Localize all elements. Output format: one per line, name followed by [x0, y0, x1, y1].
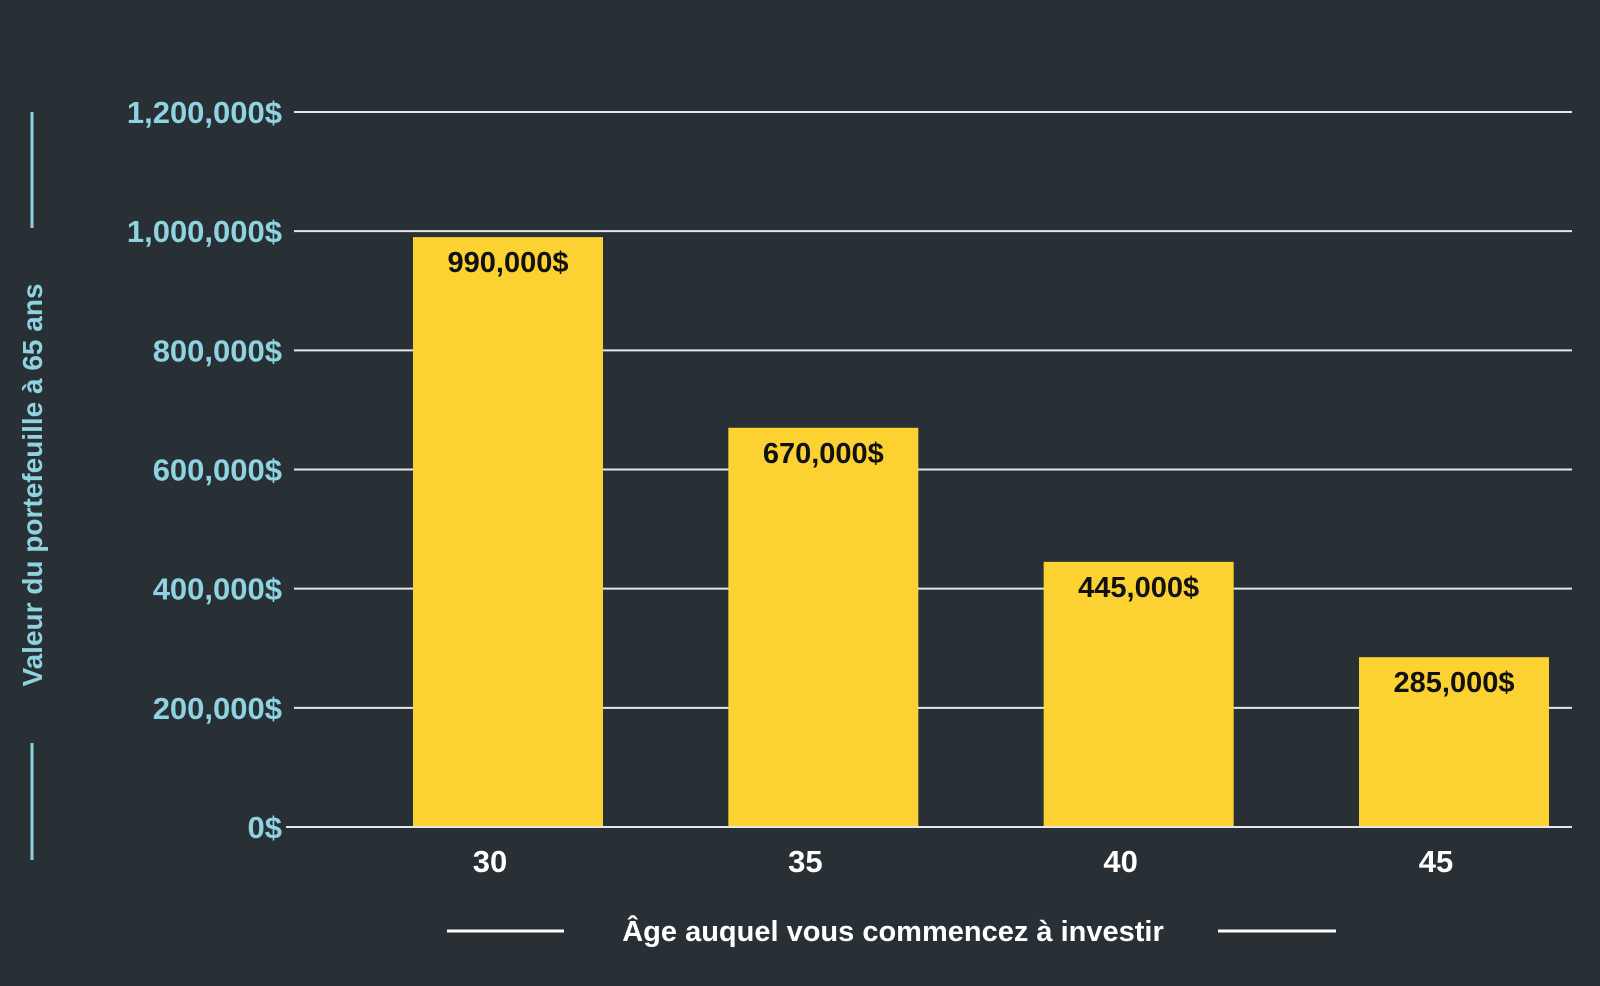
- y-tick-label: 400,000$: [153, 572, 282, 607]
- bar: [413, 237, 603, 827]
- x-axis-title: Âge auquel vous commencez à investir: [622, 914, 1164, 948]
- bars: [413, 237, 1549, 827]
- y-tick-label: 800,000$: [153, 333, 282, 368]
- data-label: 445,000$: [1078, 572, 1199, 604]
- data-label: 990,000$: [448, 247, 569, 279]
- y-tick-label: 600,000$: [153, 453, 282, 488]
- y-tick-label: 0$: [248, 810, 282, 845]
- x-tick-label: 35: [788, 844, 822, 879]
- bar: [728, 427, 919, 827]
- y-axis-title: Valeur du portefeuille à 65 ans: [17, 283, 48, 686]
- data-label: 670,000$: [763, 438, 884, 470]
- bar: [1043, 561, 1234, 827]
- y-tick-label: 200,000$: [153, 691, 282, 726]
- y-tick-label: 1,000,000$: [127, 214, 282, 249]
- data-labels: 990,000$ 670,000$ 445,000$ 285,000$: [448, 247, 1515, 699]
- x-axis-ticks: 30 35 40 45: [286, 826, 1572, 879]
- x-tick-label: 40: [1103, 844, 1137, 879]
- x-tick-label: 45: [1419, 844, 1453, 879]
- x-tick-label: 30: [473, 844, 507, 879]
- bar: [1359, 657, 1549, 827]
- y-tick-label: 1,200,000$: [127, 95, 282, 130]
- data-label: 285,000$: [1394, 667, 1515, 699]
- y-axis-ticks: 0$ 200,000$ 400,000$ 600,000$ 800,000$ 1,000,…: [127, 95, 282, 845]
